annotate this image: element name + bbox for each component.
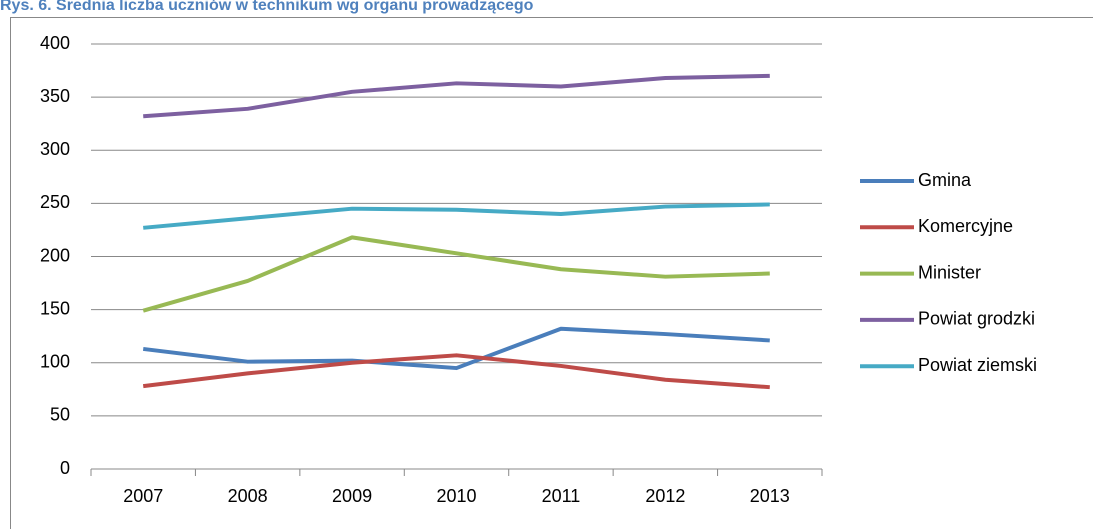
y-tick-label: 250: [40, 192, 70, 212]
x-tick-label: 2013: [750, 486, 790, 506]
series-line: [142, 326, 770, 371]
x-tick-label: 2012: [645, 486, 685, 506]
x-tick-label: 2009: [332, 486, 372, 506]
y-tick-label: 0: [60, 458, 70, 478]
legend-label: Komercyjne: [918, 216, 1013, 236]
y-tick-label: 350: [40, 86, 70, 106]
y-tick-label: 200: [40, 245, 70, 265]
legend-label: Minister: [918, 262, 981, 282]
series-line: [142, 235, 770, 313]
x-tick-label: 2008: [228, 486, 268, 506]
chart-frame: [10, 17, 1093, 529]
series-line: [142, 353, 770, 390]
y-tick-label: 50: [50, 405, 70, 425]
y-tick-label: 150: [40, 298, 70, 318]
series-line: [143, 202, 770, 230]
y-tick-label: 300: [40, 139, 70, 159]
chart-title: Rys. 6. Średnia liczba uczniów w technik…: [0, 0, 534, 14]
legend-label: Powiat ziemski: [918, 355, 1037, 375]
y-tick-label: 100: [40, 352, 70, 372]
x-tick-label: 2010: [436, 486, 476, 506]
series-line: [143, 73, 770, 119]
x-tick-label: 2007: [123, 486, 163, 506]
y-tick-label: 400: [40, 33, 70, 53]
legend-label: Powiat grodzki: [918, 309, 1035, 329]
x-tick-label: 2011: [542, 486, 581, 506]
legend-label: Gmina: [918, 170, 972, 190]
